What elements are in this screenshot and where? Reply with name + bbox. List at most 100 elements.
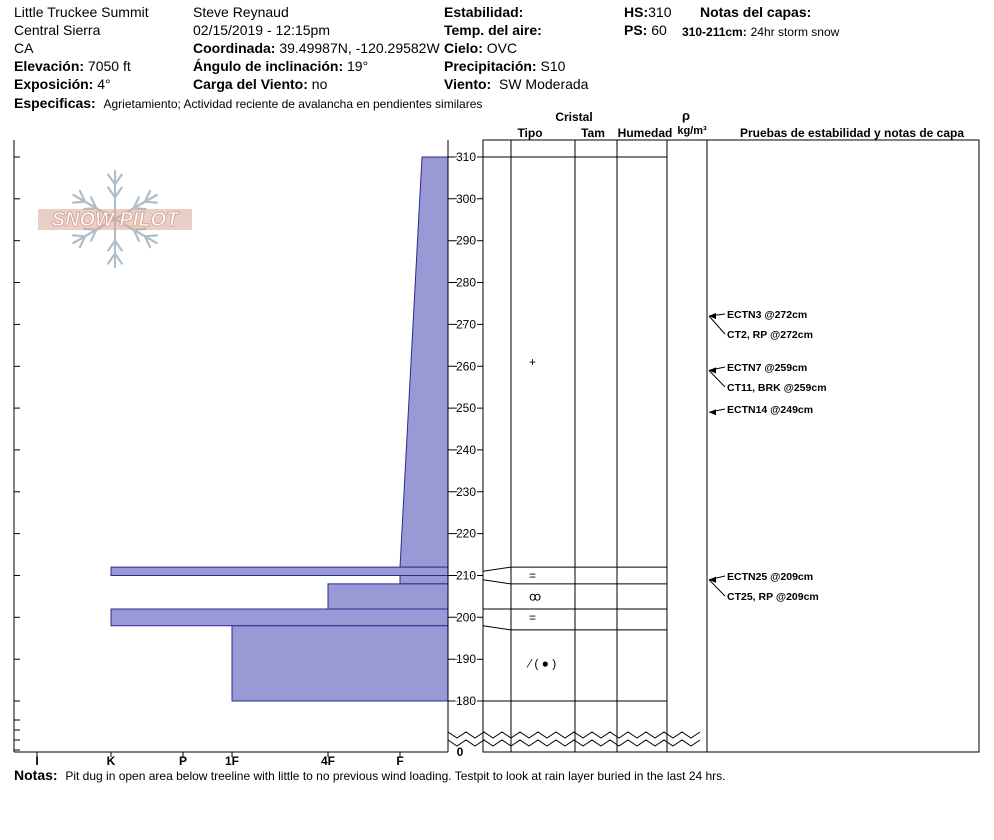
grain-type-symbol: = <box>529 569 536 583</box>
humedad-header: Humedad <box>618 126 673 140</box>
flake-branch <box>132 196 140 210</box>
hardness-bars <box>110 156 449 702</box>
table-frame <box>482 139 980 753</box>
hardness-side-ticks <box>14 156 20 751</box>
grain-type-symbol: + <box>529 355 536 369</box>
hs: HS:310 <box>624 4 671 20</box>
test-arrowhead <box>709 367 716 374</box>
flake-branch <box>113 252 123 265</box>
flake-branch <box>132 228 140 242</box>
layer-note-range: 310-211cm: <box>682 25 747 39</box>
depth-ticks: 180 190 200 210 220 230 240 250 260 270 280 290 300 3… <box>448 149 483 759</box>
density-unit-header: kg/m³ <box>677 125 707 137</box>
elevation-value: 7050 ft <box>87 58 131 74</box>
tipo-header: Tipo <box>517 126 542 140</box>
hs-value: 310 <box>648 4 672 20</box>
test-label: ECTN7 @259cm <box>727 362 807 374</box>
flake-branch <box>71 234 87 238</box>
test-label: CT2, RP @272cm <box>727 329 813 341</box>
rho-header: ρ <box>682 108 690 123</box>
elevation: Elevación: 7050 ft <box>14 58 131 74</box>
coordinates: Coordinada: 39.49987N, -120.29582W <box>193 40 440 56</box>
aspect-value: 4° <box>97 76 111 92</box>
depth-label: 240 <box>456 443 476 457</box>
test-label: ECTN3 @272cm <box>727 309 807 321</box>
precipitation: Precipitación: S10 <box>444 58 565 74</box>
stability-label: Estabilidad: <box>444 4 524 20</box>
depth-label: 230 <box>456 485 476 499</box>
layer-lines <box>482 156 667 702</box>
depth-label: 290 <box>456 234 476 248</box>
test-arrow <box>708 579 726 597</box>
flake-branch <box>89 196 98 210</box>
hs-label: HS: <box>624 4 649 20</box>
elevation-label: Elevación: <box>14 58 85 74</box>
coordinates-value: 39.49987N, -120.29582W <box>279 40 440 56</box>
incline-value: 19° <box>347 58 369 74</box>
specifics-label: Especificas: <box>14 95 96 111</box>
depth-label: 270 <box>456 317 476 331</box>
hardness-layer <box>399 156 449 568</box>
flake-branch <box>143 234 158 238</box>
depth-label: 260 <box>456 359 476 373</box>
test-label: CT25, RP @209cm <box>727 591 819 603</box>
hardness-panel: I K P 1F 4F F <box>13 140 449 768</box>
depth-zero-label: 0 <box>457 745 464 759</box>
grain-symbols: + = ꝏ = ⁄ ( ● ) <box>526 355 556 670</box>
flake-branch <box>107 173 117 186</box>
layer-boundary <box>482 566 667 572</box>
tests-header: Pruebas de estabilidad y notas de capa <box>740 126 964 140</box>
depth-axis: 180 190 200 210 220 230 240 250 260 270 280 290 300 3… <box>447 140 483 759</box>
wind-loading: Carga del Viento: no <box>193 76 327 92</box>
aspect: Exposición: 4° <box>14 76 111 92</box>
hardness-layer <box>399 575 449 585</box>
crystal-table: Cristal Tipo Tam Humedad ρ kg/m³ Pruebas de es… <box>447 108 980 753</box>
depth-label: 310 <box>456 150 476 164</box>
coordinates-label: Coordinada: <box>193 40 276 56</box>
wind-loading-label: Carga del Viento: <box>193 76 308 92</box>
grain-type-symbol: = <box>529 610 536 624</box>
test-arrowhead <box>709 409 716 416</box>
mountain-range: Central Sierra <box>14 22 101 38</box>
hardness-scale: I K P 1F 4F F <box>35 752 404 768</box>
flake-branch <box>78 189 87 203</box>
test-arrow <box>708 315 726 335</box>
depth-label: 300 <box>456 192 476 206</box>
ps-label: PS: <box>624 22 648 38</box>
test-arrowhead <box>709 313 716 319</box>
hardness-label: 4F <box>321 754 335 768</box>
flake-branch <box>143 189 152 203</box>
air-temp-label: Temp. del aire: <box>444 22 542 38</box>
test-label: ECTN14 @249cm <box>727 404 813 416</box>
break-zigzag <box>447 731 701 739</box>
depth-label: 190 <box>456 652 476 666</box>
flake-branch <box>107 239 117 252</box>
incline: Ángulo de inclinación: 19° <box>193 58 368 74</box>
depth-label: 220 <box>456 527 476 541</box>
observer-name: Steve Reynaud <box>193 4 289 20</box>
specifics: Especificas: Agrietamiento; Actividad re… <box>14 95 482 112</box>
ps-value: 60 <box>651 22 667 38</box>
flake-branch <box>89 228 98 242</box>
break-zigzag <box>447 739 701 747</box>
layer-notes-label: Notas del capas: <box>700 4 812 20</box>
column-lines <box>510 140 708 752</box>
sky: Cielo: OVC <box>444 40 517 56</box>
logo-text: SNOW PILOT <box>52 209 180 231</box>
stability: Estabilidad: <box>444 4 523 20</box>
test-label: ECTN25 @209cm <box>727 571 813 583</box>
flake-branch <box>107 186 117 199</box>
layer-note-text: 24hr storm snow <box>750 25 840 39</box>
flake-branch <box>71 200 87 204</box>
grain-type-symbol: ⁄ ( ● ) <box>526 656 556 670</box>
air-temp: Temp. del aire: <box>444 22 542 38</box>
sky-label: Cielo: <box>444 40 483 56</box>
layer-note: 310-211cm: 24hr storm snow <box>682 23 839 40</box>
flake-branch <box>113 173 123 186</box>
hardness-label: I <box>35 754 38 768</box>
cristal-header: Cristal <box>555 110 592 124</box>
depth-label: 200 <box>456 610 476 624</box>
flake-branch <box>78 235 87 249</box>
stability-tests: ECTN3 @272cm CT2, RP @272cm ECTN7 @259cm CT… <box>708 309 827 603</box>
